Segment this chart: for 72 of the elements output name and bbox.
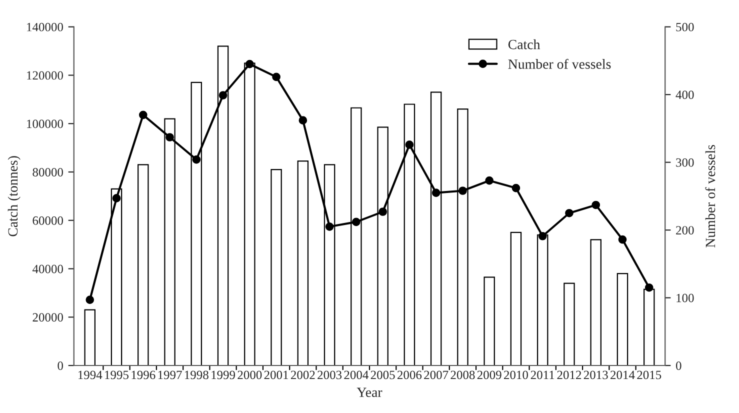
y-tick-label: 40000 xyxy=(32,264,64,274)
x-tick-label: 2013 xyxy=(584,370,608,380)
bar xyxy=(590,239,602,366)
x-tick-label: 1995 xyxy=(105,370,129,380)
point xyxy=(138,110,148,120)
point xyxy=(644,283,654,292)
x-tick-label: 2010 xyxy=(504,370,528,380)
x-tick-label: 2009 xyxy=(477,370,502,380)
x-tick-label: 2002 xyxy=(290,370,315,380)
x-tick-label: 2005 xyxy=(370,370,395,380)
x-tick-label: 1998 xyxy=(185,370,208,380)
x-tick-label: 1996 xyxy=(132,370,156,380)
x-tick-label: 2003 xyxy=(318,370,342,380)
y-tick-label: 100000 xyxy=(27,120,64,128)
bar xyxy=(297,160,309,366)
point xyxy=(112,194,121,202)
x-tick-label: 2007 xyxy=(424,370,448,380)
point xyxy=(218,91,228,100)
legend-label: Catch xyxy=(508,39,540,50)
point xyxy=(245,60,254,68)
x-tick-label: 2015 xyxy=(637,370,662,380)
point xyxy=(325,222,334,231)
point xyxy=(458,186,467,195)
y2-tick-label: 500 xyxy=(676,22,694,32)
bar xyxy=(138,164,149,366)
bar xyxy=(270,169,282,366)
y-tick-label: 80000 xyxy=(32,168,64,176)
x-tick-label: 1997 xyxy=(158,370,182,380)
point xyxy=(592,200,600,210)
y2-axis-title: Number of vessels xyxy=(705,144,716,248)
point xyxy=(618,235,627,244)
y2-tick-label: 300 xyxy=(676,158,694,167)
point xyxy=(432,188,440,197)
point xyxy=(405,140,414,149)
y-tick-label: 120000 xyxy=(27,71,64,80)
point xyxy=(352,218,360,226)
bar xyxy=(484,276,495,366)
y2-tick-label: 200 xyxy=(676,226,694,234)
bar xyxy=(564,282,575,366)
y2-tick-label: 0 xyxy=(676,362,682,370)
point xyxy=(512,184,520,192)
y-tick-label: 140000 xyxy=(27,22,64,32)
point xyxy=(298,116,308,124)
bar xyxy=(510,232,522,366)
point xyxy=(538,232,547,240)
y-tick-label: 60000 xyxy=(32,216,64,225)
x-tick-label: 2004 xyxy=(344,370,368,380)
x-tick-label: 2001 xyxy=(264,370,288,380)
x-axis-title: Year xyxy=(356,388,382,398)
x-tick-label: 2000 xyxy=(238,370,262,380)
point xyxy=(565,208,574,218)
y-axis-title: Catch (tonnes) xyxy=(8,156,20,236)
x-tick-label: 2014 xyxy=(610,370,635,380)
point xyxy=(86,296,94,304)
y-tick-label: 0 xyxy=(58,362,64,370)
bar xyxy=(84,309,96,366)
legend-label: Number of vessels xyxy=(508,58,611,69)
x-tick-label: 2008 xyxy=(450,370,475,380)
y2-tick-label: 100 xyxy=(676,294,694,302)
x-tick-label: 2012 xyxy=(557,370,582,380)
point xyxy=(192,155,201,164)
x-tick-label: 2011 xyxy=(530,370,554,380)
point xyxy=(378,208,387,216)
y2-tick-label: 400 xyxy=(676,90,694,100)
y-tick-label: 20000 xyxy=(32,313,64,322)
x-tick-label: 1999 xyxy=(212,370,236,380)
point xyxy=(166,133,174,142)
x-tick-label: 1994 xyxy=(78,370,102,380)
point xyxy=(485,176,494,185)
bar xyxy=(616,273,628,366)
point xyxy=(272,72,280,82)
x-tick-label: 2006 xyxy=(397,370,422,380)
